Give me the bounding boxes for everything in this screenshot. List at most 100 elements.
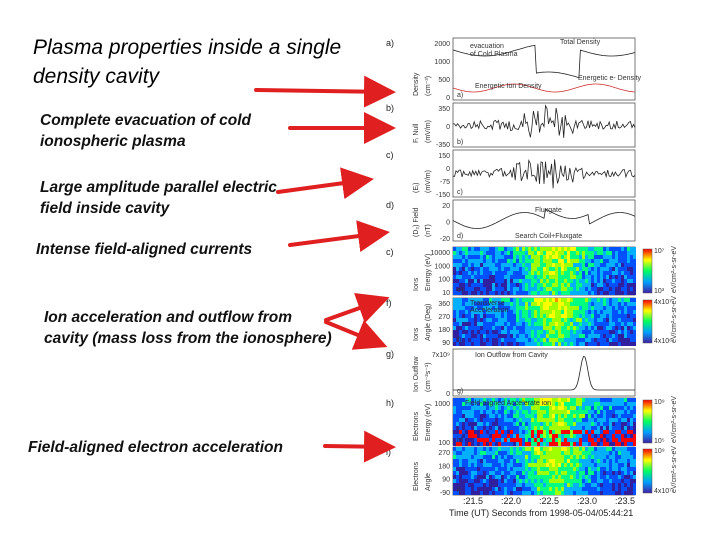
- y-tick: 500: [438, 77, 450, 84]
- slide-title: Plasma properties inside a single densit…: [33, 36, 342, 88]
- colorbar: [642, 399, 653, 444]
- colorbar-max: 10⁹: [654, 399, 665, 406]
- panel-letter: c): [386, 150, 394, 160]
- colorbar-min: 4x10⁷: [654, 488, 672, 495]
- y-tick: 180: [438, 327, 450, 334]
- panel-unit: (mV/m): [425, 120, 432, 143]
- panel-8: h) Electrons Energy (eV) 1000 100 10⁹ 10⁵ eV/cm…: [386, 396, 678, 447]
- panel-inset-letter: e): [457, 287, 463, 294]
- colorbar: [642, 248, 653, 294]
- panel-inset-letter: g): [457, 388, 463, 395]
- y-tick: 100: [438, 277, 450, 284]
- panel-ylabel: Electrons: [413, 461, 420, 491]
- panel-6: f) Ions Angle (Deg) 360 270 180 90 4x10⁷ 4x10⁶eV…: [386, 296, 678, 347]
- panel-3: c) (Eᵢ) (mV/m) 150 0 -75 -150 c): [386, 149, 636, 199]
- colorbar-min: 10³: [654, 288, 665, 295]
- colorbar-max: 4x10⁷: [654, 299, 672, 306]
- panel-inset-letter: f): [457, 337, 461, 344]
- trace: [452, 159, 636, 189]
- y-tick: 0: [446, 391, 450, 398]
- panel-unit: Energy (eV): [425, 254, 432, 291]
- arrow-1: [254, 75, 396, 108]
- panel-ylabel: Ions: [413, 327, 420, 341]
- panel-letter: c): [386, 247, 394, 257]
- y-tick: 7x10⁹: [432, 352, 450, 359]
- trace: [452, 44, 636, 79]
- panel-inset-letter: d): [457, 233, 463, 240]
- arrow-6: [323, 430, 396, 463]
- panel-letter: b): [386, 103, 394, 113]
- colorbar-min: 10⁵: [654, 438, 665, 445]
- panel-unit: Energy (eV): [425, 404, 432, 441]
- panel-4: d) (D₂) Field (nT) 20 0 -20 d) Fluxgate Search C…: [386, 199, 636, 243]
- arrow-5a: [324, 293, 390, 324]
- panel-note: Energetic Ion Density: [475, 83, 542, 90]
- panel-note: evacuation: [470, 43, 504, 50]
- panel-ylabel: Density: [413, 72, 420, 96]
- panel-letter: g): [386, 349, 394, 359]
- panel-frame: [452, 149, 636, 198]
- arrow-4: [288, 220, 390, 252]
- panel-7: g) Ion Outflow (cm⁻²s⁻¹)7x10⁹ 0 g) Ion Outflo…: [386, 348, 636, 398]
- panel-unit: Angle: [425, 473, 432, 491]
- panel-frame: [452, 348, 636, 397]
- panel-unit: (mV/m): [425, 170, 432, 193]
- y-tick: -350: [436, 142, 450, 149]
- panel-inset-letter: h): [457, 437, 463, 444]
- y-tick: 350: [438, 106, 450, 113]
- panel-note: of Cold Plasma: [470, 51, 518, 58]
- panel-inset-letter: c): [457, 189, 463, 196]
- trace: [453, 355, 635, 391]
- y-tick: 20: [442, 203, 450, 210]
- y-tick: 360: [438, 301, 450, 308]
- colorbar-max: 10⁹: [654, 448, 665, 455]
- y-tick: 270: [438, 314, 450, 321]
- panel-note: Total Density: [560, 39, 601, 46]
- colorbar-min: 4x10⁶: [654, 338, 672, 345]
- y-tick: 0: [446, 166, 450, 173]
- panel-letter: d): [386, 200, 394, 210]
- bullet-parallel-field: Large amplitude parallel electric field …: [40, 179, 277, 217]
- panel-inset-letter: a): [457, 92, 463, 99]
- panel-ylabel: (Eᵢ): [413, 183, 420, 193]
- y-tick: 0: [446, 124, 450, 131]
- panel-letter: f): [386, 298, 392, 308]
- x-tick: :22.5: [539, 496, 559, 506]
- x-tick: :22.0: [501, 496, 521, 506]
- y-tick: 180: [438, 463, 450, 470]
- panel-letter: a): [386, 38, 394, 48]
- panel-inset-letter: b): [457, 139, 463, 146]
- y-tick: 10000: [431, 250, 451, 257]
- panel-note: Field-aligned Accelerate ion: [465, 400, 551, 407]
- panel-note: Ion Outflow from Cavity: [475, 352, 548, 359]
- y-tick: 1000: [434, 59, 450, 66]
- panel-2: b) Fᵢ Null (mV/m) 350 0 -350 b): [386, 102, 636, 149]
- y-tick: 150: [438, 153, 450, 160]
- y-tick: 2000: [434, 41, 450, 48]
- y-tick: 270: [438, 450, 450, 457]
- x-axis: :21.5:22.0:22.5:23.0:23.5 Time (UT) Secon…: [449, 496, 635, 518]
- panel-9: i) Electrons Angle 270 180 90 -90 10⁹ 4x10⁷ eV/cm…: [386, 446, 678, 497]
- bullet-currents: Intense field-aligned currents: [36, 241, 253, 258]
- colorbar: [642, 448, 653, 494]
- x-tick: :23.0: [577, 496, 597, 506]
- x-tick: :21.5: [463, 496, 483, 506]
- y-tick: -75: [440, 179, 450, 186]
- bullet-ion-outflow: Ion acceleration and outflow from cavity…: [44, 309, 332, 347]
- colorbar-unit: eV/cm²-s-sr-eV: [671, 446, 678, 493]
- y-tick: 10: [442, 290, 450, 297]
- colorbar-unit: eV/cm²-s-sr-eV: [671, 246, 678, 293]
- panel-ylabel: Ion Outflow: [413, 356, 420, 392]
- panel-ylabel: Ions: [413, 277, 420, 291]
- y-tick: 100: [438, 440, 450, 447]
- y-tick: 1000: [434, 263, 450, 270]
- trace-energetic: [452, 83, 636, 93]
- panel-ylabel: Electrons: [413, 411, 420, 441]
- panel-unit: (nT): [425, 224, 432, 237]
- arrow-3: [276, 167, 374, 200]
- y-tick: 90: [442, 340, 450, 347]
- y-tick: 1000: [434, 401, 450, 408]
- panel-1: a) Density (cm⁻³) 2000 1000 500 0 a) Total Densi…: [386, 37, 642, 102]
- bullet-cold-plasma: Complete evacuation of cold ionospheric …: [40, 112, 252, 150]
